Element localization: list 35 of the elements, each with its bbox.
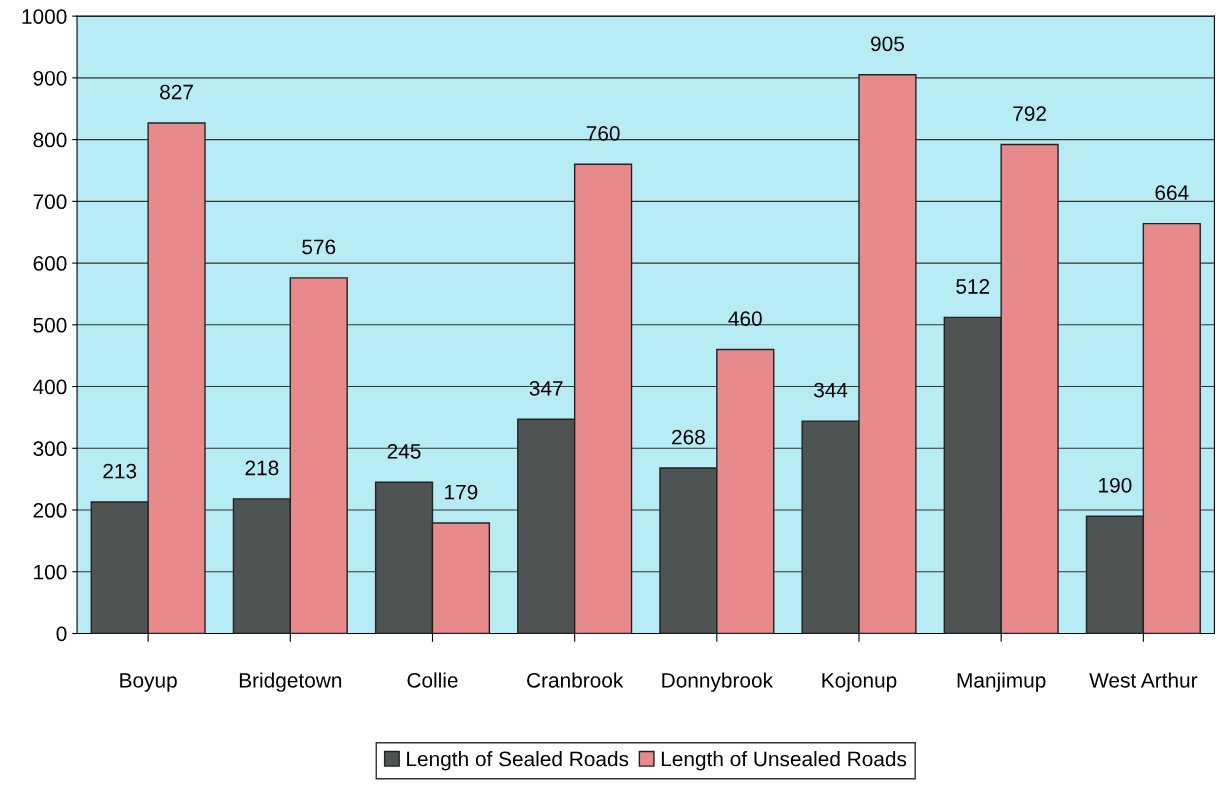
data-label: 827: [160, 84, 193, 100]
y-tick-label: 0: [56, 626, 67, 642]
y-tick-label: 200: [33, 503, 67, 518]
x-tick-label: Collie: [407, 672, 458, 688]
x-tick-label: Cranbrook: [527, 672, 624, 688]
data-label: 218: [245, 460, 279, 476]
x-tick-label: Boyup: [120, 673, 177, 692]
data-label: 179: [445, 484, 478, 500]
x-tick-label: Kojonup: [822, 672, 897, 692]
x-tick-label: Bridgetown: [239, 672, 342, 692]
legend-label: Length of Sealed Roads: [407, 751, 629, 771]
data-label: 190: [1099, 477, 1132, 493]
x-tick-label: Manjimup: [957, 672, 1046, 692]
data-label: 576: [302, 239, 336, 255]
y-tick-label: 900: [33, 70, 67, 86]
data-label: 905: [871, 36, 904, 52]
y-tick-label: 800: [33, 132, 67, 148]
data-label: 792: [1013, 106, 1046, 121]
data-label: 512: [956, 279, 990, 294]
y-tick-label: 700: [33, 194, 67, 210]
y-tick-label: 500: [33, 317, 67, 333]
y-tick-label: 600: [33, 256, 67, 271]
legend-label: Length of Unsealed Roads: [661, 751, 907, 771]
y-tick-label: 400: [33, 379, 67, 395]
y-tick-label: 100: [34, 564, 67, 580]
data-label: 460: [728, 311, 762, 326]
data-label: 344: [813, 382, 848, 398]
data-label: 268: [672, 429, 705, 445]
data-label: 760: [586, 125, 620, 141]
data-label: 213: [103, 463, 137, 479]
y-tick-label: 1000: [22, 9, 67, 24]
x-tick-label: Donnybrook: [662, 672, 774, 692]
data-label: 664: [1155, 185, 1189, 201]
x-tick-label: West Arthur: [1089, 672, 1198, 688]
y-tick-label: 300: [33, 441, 67, 457]
